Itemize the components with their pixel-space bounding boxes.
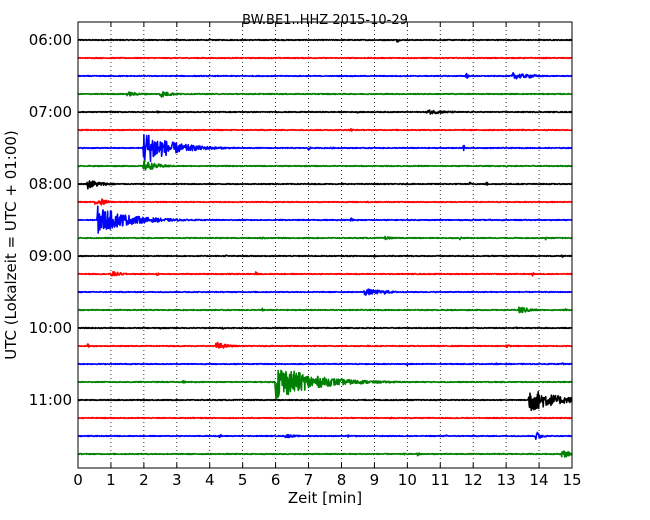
trace-0600 — [77, 38, 573, 43]
trace-0830 — [77, 205, 573, 234]
y-tick-labels: 06:00 07:00 08:00 09:00 10:00 11:00 — [29, 31, 72, 409]
y-tick-label-0700: 07:00 — [29, 103, 72, 121]
y-tick-label-0600: 06:00 — [29, 31, 72, 49]
x-tick-label-5: 5 — [238, 471, 248, 489]
x-tick-label-12: 12 — [464, 471, 483, 489]
trace-0800 — [77, 180, 573, 190]
x-tick-label-6: 6 — [271, 471, 281, 489]
x-tick-label-1: 1 — [106, 471, 116, 489]
trace-0730 — [77, 133, 573, 163]
x-tick-label-14: 14 — [530, 471, 549, 489]
x-tick-label-7: 7 — [304, 471, 314, 489]
y-tick-label-1100: 11:00 — [29, 391, 72, 409]
trace-0715 — [77, 127, 573, 132]
x-tick-label-2: 2 — [139, 471, 149, 489]
trace-1115 — [77, 416, 573, 420]
x-axis-title: Zeit [min] — [288, 489, 362, 507]
trace-0615 — [77, 56, 573, 60]
x-tick-label-15: 15 — [562, 471, 581, 489]
y-tick-label-1000: 10:00 — [29, 319, 72, 337]
x-tick-label-4: 4 — [205, 471, 215, 489]
y-tick-label-0900: 09:00 — [29, 247, 72, 265]
y-tick-label-0800: 08:00 — [29, 175, 72, 193]
x-tick-labels: 0 1 2 3 4 5 6 7 8 9 10 11 12 13 14 15 — [73, 471, 581, 489]
trace-1030 — [77, 362, 573, 367]
x-tick-label-11: 11 — [431, 471, 450, 489]
chart-title: BW.BE1..HHZ 2015-10-29 — [242, 13, 408, 28]
x-tick-label-8: 8 — [337, 471, 347, 489]
trace-1045 — [77, 369, 573, 400]
axis-ticks — [77, 22, 573, 468]
trace-0915 — [77, 270, 573, 277]
trace-0945 — [77, 306, 573, 314]
trace-0815 — [77, 198, 573, 206]
x-tick-label-10: 10 — [398, 471, 417, 489]
x-tick-label-3: 3 — [172, 471, 182, 489]
trace-0930 — [77, 288, 573, 296]
trace-0900 — [77, 254, 573, 258]
trace-1130 — [77, 431, 573, 441]
vertical-grid — [110, 22, 540, 468]
trace-1100 — [77, 390, 573, 412]
plot-frame — [77, 21, 573, 469]
trace-0845 — [77, 235, 573, 241]
x-tick-label-0: 0 — [73, 471, 83, 489]
y-axis-title: UTC (Lokalzeit = UTC + 01:00) — [2, 130, 20, 360]
trace-1015 — [77, 341, 573, 349]
trace-0645 — [77, 91, 573, 98]
trace-0700 — [77, 109, 573, 115]
x-tick-label-13: 13 — [497, 471, 516, 489]
trace-1000 — [77, 326, 573, 330]
trace-group — [77, 38, 573, 458]
trace-0745 — [77, 160, 573, 171]
x-tick-label-9: 9 — [370, 471, 380, 489]
trace-1145 — [77, 450, 573, 458]
trace-0630 — [77, 71, 573, 80]
